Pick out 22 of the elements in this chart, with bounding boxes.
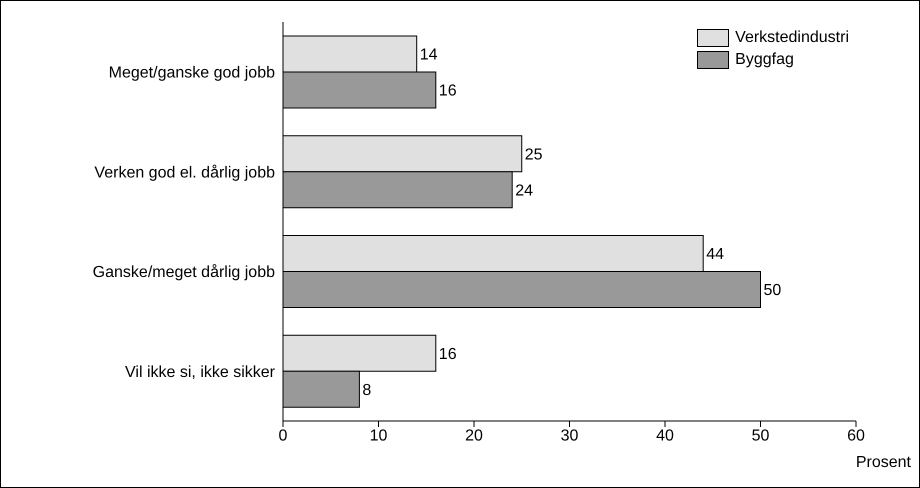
x-tick-label: 20 <box>465 427 483 444</box>
y-tick-label: Ganske/meget dårlig jobb <box>92 264 276 282</box>
y-tick-label: Meget/ganske god jobb <box>108 64 276 82</box>
data-label: 25 <box>524 146 543 164</box>
x-tick-label: 10 <box>370 427 388 444</box>
x-tick-label: 40 <box>656 427 674 444</box>
data-label: 50 <box>764 282 782 300</box>
data-label: 14 <box>420 46 438 64</box>
y-tick-label: Vil ikke si, ikke sikker <box>125 364 276 381</box>
data-label: 16 <box>438 346 457 363</box>
data-label: 16 <box>438 82 457 100</box>
data-label: 24 <box>515 182 534 200</box>
x-axis-title: Prosent <box>856 454 912 471</box>
legend-label: Verkstedindustri <box>735 28 849 48</box>
x-tick-label: 30 <box>560 427 578 444</box>
x-tick-label: 50 <box>752 427 770 444</box>
x-tick-label: 0 <box>278 427 288 444</box>
data-label: 8 <box>362 382 372 399</box>
y-tick-label: Verken god el. dårlig jobb <box>94 164 276 182</box>
legend-label: Byggfag <box>735 50 794 70</box>
x-tick-label: 60 <box>847 427 865 444</box>
data-label: 44 <box>706 246 724 264</box>
